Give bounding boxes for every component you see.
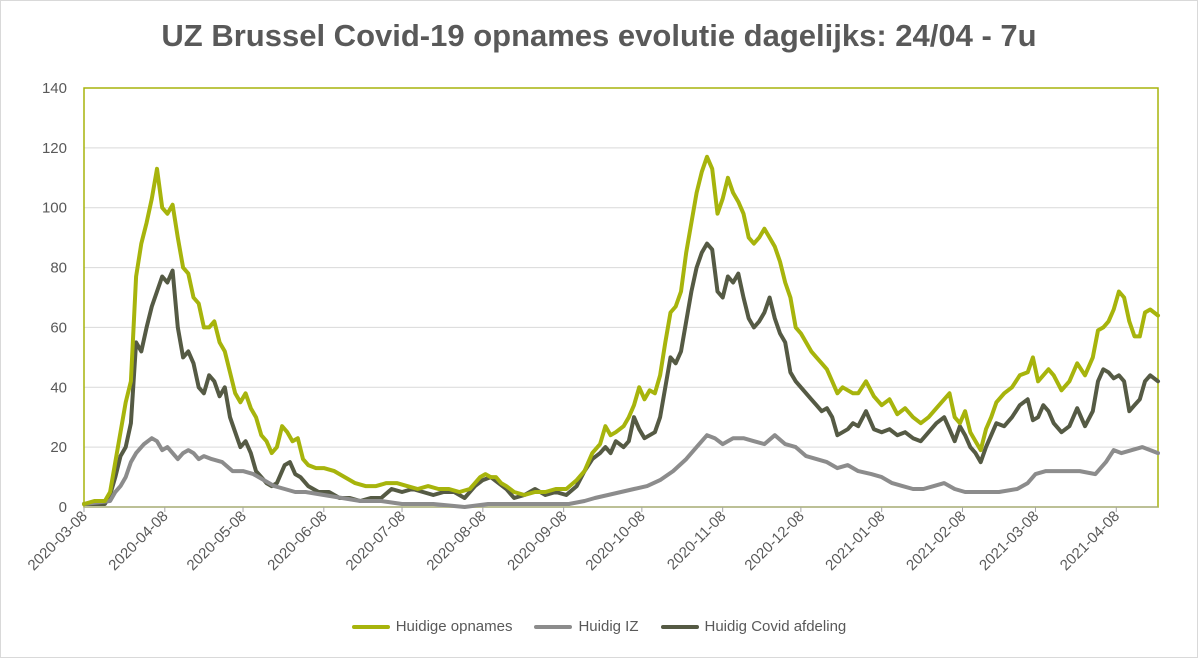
y-axis: 0 20 40 60 80 100 120 140 (42, 80, 67, 516)
y-tick-label: 60 (50, 319, 67, 336)
y-tick-label: 40 (50, 379, 67, 396)
x-tick-label: 2021-02-08 (903, 508, 969, 574)
y-tick-label: 80 (50, 260, 67, 277)
x-tick-label: 2020-09-08 (504, 508, 570, 574)
chart-title: UZ Brussel Covid-19 opnames evolutie dag… (161, 18, 1037, 53)
x-tick-label: 2021-01-08 (822, 508, 888, 574)
gridlines (84, 147, 1158, 448)
y-tick-label: 20 (50, 439, 67, 456)
x-tick-label: 2020-10-08 (582, 508, 648, 574)
x-tick-label: 2020-06-08 (264, 508, 330, 574)
series-line-huidig-covid-afdeling (82, 241, 1160, 506)
x-tick-label: 2020-11-08 (664, 508, 729, 573)
y-tick-label: 140 (42, 80, 67, 97)
legend-label-huidig-covid-afdeling: Huidig Covid afdeling (704, 618, 847, 635)
series-line-huidige-opnames (82, 154, 1160, 506)
x-tick-label: 2021-03-08 (976, 508, 1042, 574)
y-tick-label: 0 (59, 499, 67, 516)
x-tick-label: 2020-05-08 (184, 508, 250, 574)
x-tick-label: 2020-12-08 (741, 508, 807, 574)
series-lines (82, 154, 1160, 509)
legend-item-huidig-iz: Huidig IZ (534, 618, 639, 635)
x-tick-label: 2020-03-08 (25, 508, 91, 574)
legend-label-huidige-opnames: Huidige opnames (395, 618, 513, 635)
legend: Huidige opnames Huidig IZ Huidig Covid a… (0, 618, 1198, 635)
y-tick-label: 100 (42, 200, 67, 217)
x-tick-label: 2020-07-08 (343, 508, 409, 574)
x-tick-label: 2020-04-08 (105, 508, 171, 574)
legend-swatch-huidige-opnames (351, 624, 390, 629)
legend-swatch-huidig-iz (534, 624, 573, 629)
legend-item-huidige-opnames: Huidige opnames (351, 618, 513, 635)
x-tick-label: 2021-04-08 (1057, 508, 1123, 574)
series-line-huidig-iz (82, 433, 1160, 509)
legend-swatch-huidig-covid-afdeling (660, 624, 699, 629)
legend-item-huidig-covid-afdeling: Huidig Covid afdeling (660, 618, 847, 635)
legend-label-huidig-iz: Huidig IZ (578, 618, 639, 635)
x-tick-label: 2020-08-08 (423, 508, 489, 574)
y-tick-label: 120 (42, 140, 67, 157)
x-axis: 2020-03-08 2020-04-08 2020-05-08 2020-06-08… (25, 506, 1158, 574)
